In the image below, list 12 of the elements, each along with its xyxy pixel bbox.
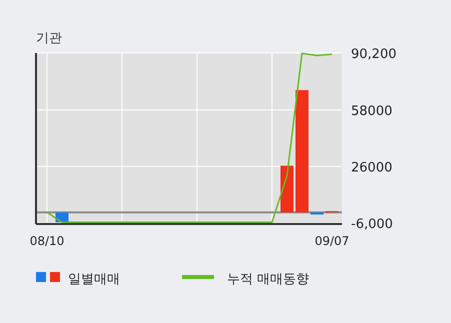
- chart-title: 기관: [36, 31, 62, 46]
- x-tick-label: 08/10: [30, 234, 64, 248]
- y-tick-label: 58000: [351, 104, 392, 119]
- legend-label: 일별매매: [68, 272, 120, 287]
- bar: [296, 90, 308, 212]
- x-tick-label: 09/07: [314, 234, 350, 248]
- y-tick-label: -6,000: [351, 217, 393, 232]
- bar: [310, 212, 324, 215]
- y-tick-label: 90,200: [351, 47, 396, 62]
- bar: [280, 166, 294, 212]
- legend-label: 누적 매매동향: [227, 272, 310, 287]
- y-tick-label: 26000: [351, 160, 392, 176]
